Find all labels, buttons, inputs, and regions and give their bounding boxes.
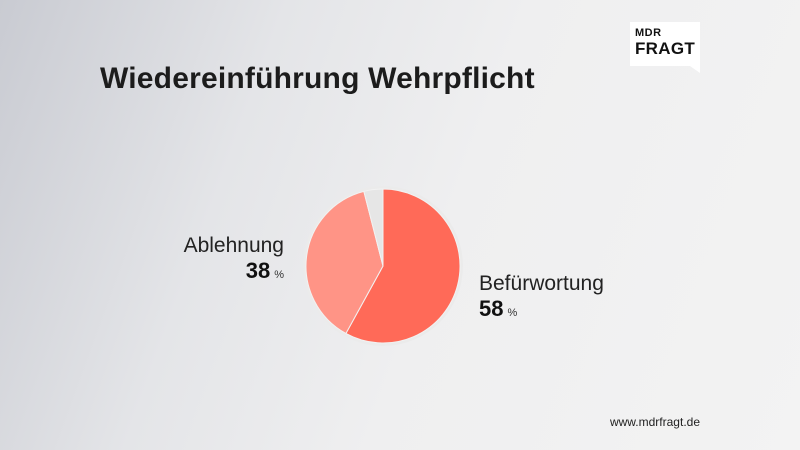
slice-value-ablehnung-unit: %: [274, 269, 284, 281]
slice-label-ablehnung: Ablehnung: [184, 234, 284, 257]
slice-label-befuerwortung: Befürwortung: [479, 272, 604, 295]
pie-slice-befuerwortung: [345, 188, 461, 344]
slice-value-befuerwortung-unit: %: [507, 307, 517, 319]
pie-slice-rest: [363, 188, 384, 267]
slice-value-ablehnung: 38%: [246, 258, 284, 283]
footer-url[interactable]: www.mdrfragt.de: [609, 415, 700, 429]
pie-slice-ablehnung: [305, 190, 384, 335]
slice-value-ablehnung-number: 38: [246, 258, 270, 283]
mdr-fragt-logo[interactable]: MDR FRAGT: [630, 22, 700, 73]
logo-line-2: FRAGT: [635, 39, 696, 58]
page-title: Wiedereinführung Wehrpflicht: [100, 62, 535, 95]
logo-line-1: MDR: [635, 27, 662, 39]
slice-value-befuerwortung-number: 58: [479, 296, 503, 321]
slice-value-befuerwortung: 58%: [479, 296, 517, 321]
pie-slices: [305, 188, 461, 344]
